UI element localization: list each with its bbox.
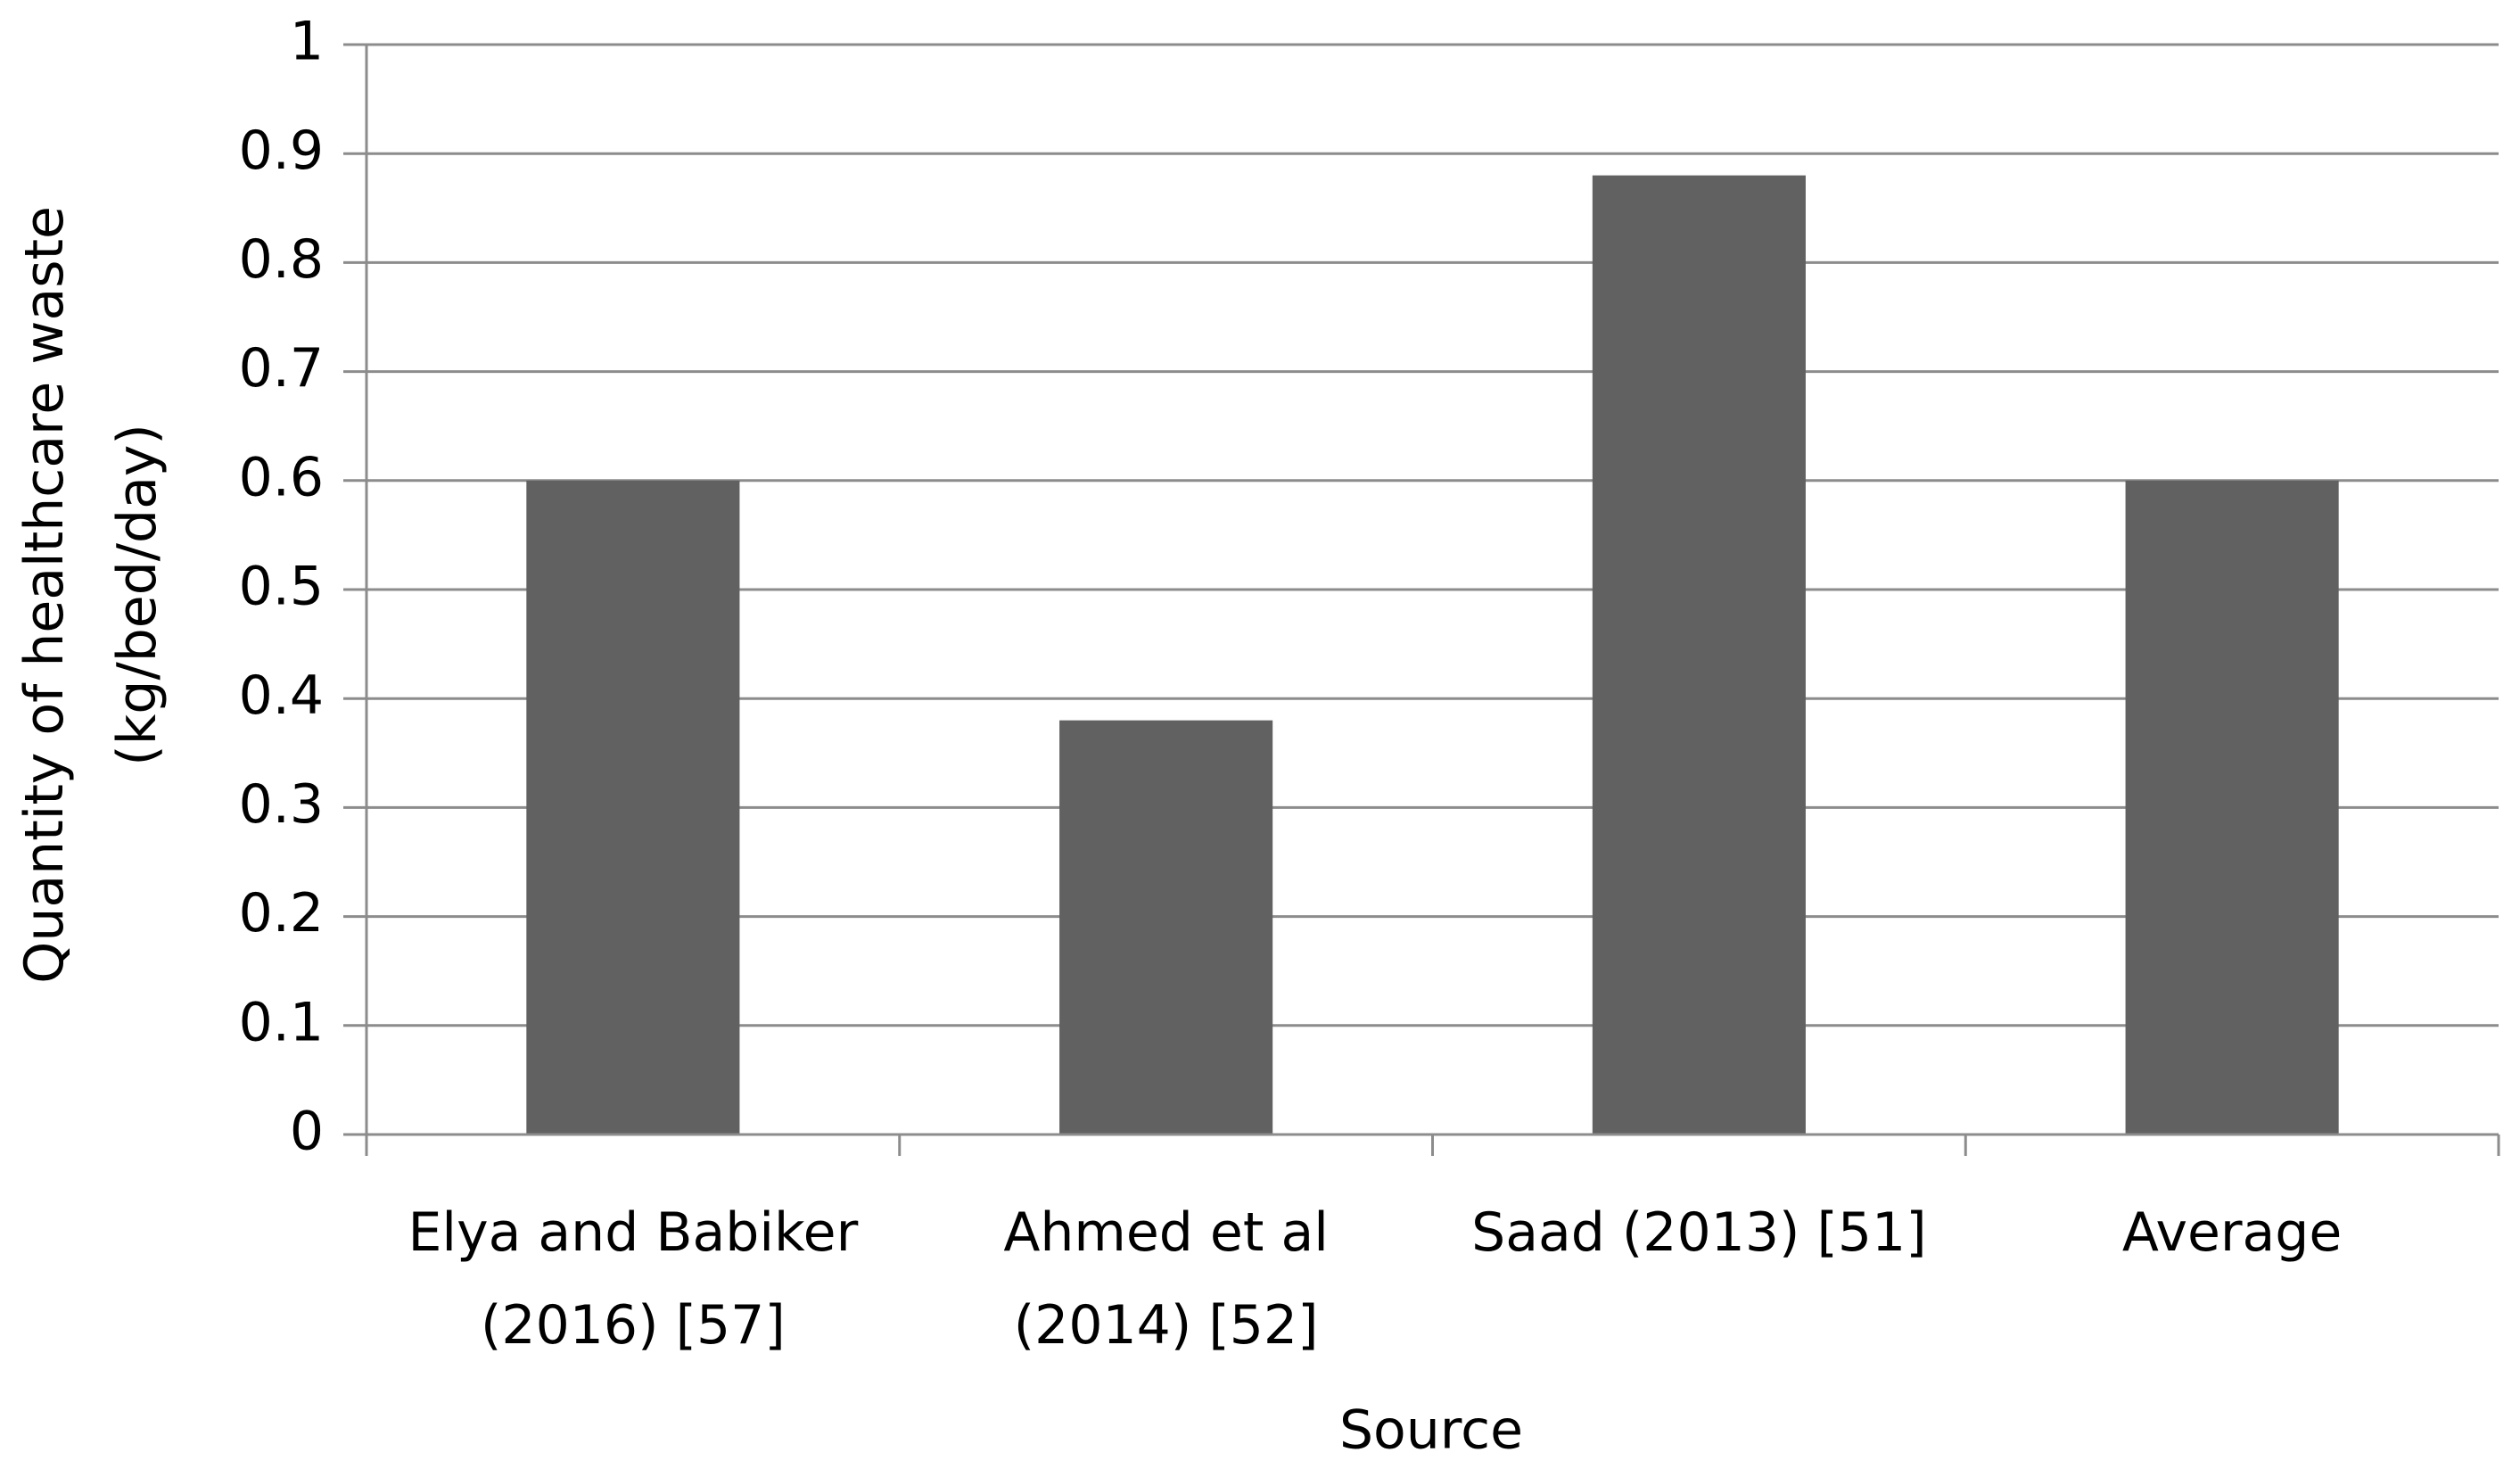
- y-tick-label: 0.8: [239, 228, 324, 291]
- y-tick-label: 0.3: [239, 773, 324, 836]
- bar: [1592, 175, 1806, 1135]
- y-axis-title: Quantity of healthcare waste (kg/bed/day): [13, 206, 169, 984]
- y-tick-label: 0.6: [239, 446, 324, 508]
- y-tick-label: 0.9: [239, 120, 324, 182]
- y-tick-label: 0: [290, 1101, 324, 1163]
- bar: [2125, 480, 2339, 1135]
- y-tick-label: 1: [290, 11, 324, 73]
- x-tick-label: Saad (2013) [51]: [1471, 1201, 1927, 1264]
- x-axis-title: Source: [1339, 1399, 1523, 1462]
- bar: [1059, 720, 1273, 1135]
- x-tick-label: Average: [2122, 1201, 2342, 1264]
- bar: [526, 480, 740, 1135]
- x-tick-label: Ahmed et al (2014) [52]: [1003, 1201, 1329, 1357]
- y-tick-label: 0.7: [239, 337, 324, 400]
- y-tick-label: 0.5: [239, 556, 324, 618]
- x-tick-label: Elya and Babiker (2016) [57]: [408, 1201, 858, 1357]
- y-tick-label: 0.4: [239, 664, 324, 727]
- y-tick-label: 0.1: [239, 991, 324, 1053]
- y-tick-label: 0.2: [239, 882, 324, 945]
